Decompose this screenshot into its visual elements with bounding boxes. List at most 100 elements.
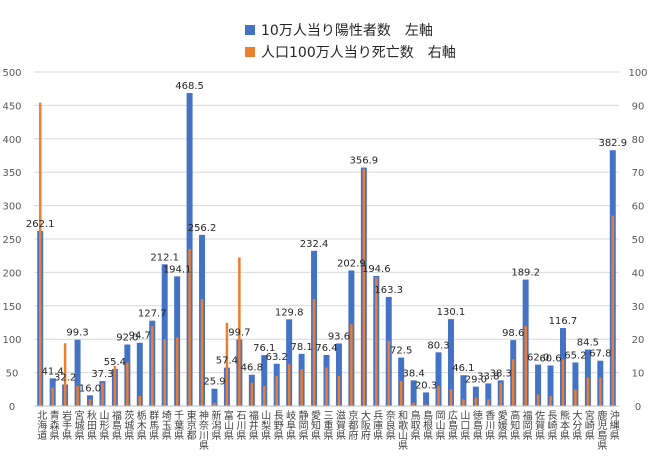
bar-positive-per-100k bbox=[435, 352, 442, 406]
y-left-tick-label: 100 bbox=[2, 335, 21, 346]
data-label: 94.7 bbox=[129, 331, 151, 342]
bar-deaths-per-1m bbox=[126, 362, 129, 406]
bar-deaths-per-1m bbox=[536, 394, 540, 406]
category-label: 奈良県 bbox=[383, 409, 395, 441]
bar-deaths-per-1m bbox=[549, 395, 552, 406]
legend-swatch-series1 bbox=[245, 25, 255, 35]
category-label: 青森県 bbox=[47, 409, 59, 441]
category-label: 福岡県 bbox=[520, 409, 532, 441]
data-label: 16.0 bbox=[79, 383, 101, 394]
bar-deaths-per-1m bbox=[499, 382, 502, 406]
data-label: 163.3 bbox=[374, 285, 403, 296]
category-label: 富山県 bbox=[221, 409, 233, 441]
category-label: 大分県 bbox=[570, 409, 582, 441]
category-label: 秋田県 bbox=[85, 409, 97, 441]
category-label: 京都府 bbox=[346, 409, 358, 441]
bar-deaths-per-1m bbox=[375, 277, 378, 406]
bar-deaths-per-1m bbox=[275, 375, 278, 406]
y-right-tick-label: 50 bbox=[632, 235, 645, 246]
legend-label-series2: 人口100万人当り死亡数 右軸 bbox=[261, 45, 456, 61]
bar-deaths-per-1m bbox=[524, 325, 527, 406]
data-label: 55.4 bbox=[104, 357, 126, 368]
data-label: 60.6 bbox=[539, 354, 561, 365]
bar-deaths-per-1m bbox=[487, 399, 490, 406]
data-label: 212.1 bbox=[150, 252, 179, 263]
bar-deaths-per-1m bbox=[287, 364, 291, 406]
y-left-tick-label: 50 bbox=[6, 369, 19, 380]
category-label: 静岡県 bbox=[296, 409, 308, 441]
data-label: 25.9 bbox=[203, 377, 225, 388]
data-label: 98.6 bbox=[502, 328, 524, 339]
bar-positive-per-100k bbox=[447, 319, 454, 406]
data-label: 92.0 bbox=[116, 333, 138, 344]
bar-positive-per-100k bbox=[485, 383, 492, 406]
category-label: 福井県 bbox=[246, 409, 258, 441]
category-label: 栃木県 bbox=[134, 409, 146, 441]
data-label: 93.6 bbox=[328, 331, 350, 342]
y-left-tick-label: 450 bbox=[2, 101, 21, 112]
category-label: 佐賀県 bbox=[533, 410, 545, 441]
data-label: 129.8 bbox=[275, 307, 304, 318]
data-label: 84.5 bbox=[577, 338, 599, 349]
data-label: 127.7 bbox=[138, 309, 167, 320]
y-left-tick-label: 150 bbox=[2, 302, 21, 313]
bar-deaths-per-1m bbox=[225, 322, 229, 406]
data-label: 32.2 bbox=[54, 372, 76, 383]
bar-deaths-per-1m bbox=[300, 369, 303, 406]
bar-deaths-per-1m bbox=[362, 168, 366, 406]
data-label: 37.3 bbox=[91, 369, 113, 380]
data-label: 99.3 bbox=[66, 328, 88, 339]
bar-deaths-per-1m bbox=[350, 324, 353, 406]
bar-deaths-per-1m bbox=[101, 382, 104, 406]
bar-deaths-per-1m bbox=[38, 102, 42, 406]
data-label: 33.8 bbox=[477, 371, 499, 382]
y-right-tick-label: 60 bbox=[632, 202, 645, 213]
data-label: 356.9 bbox=[350, 156, 379, 167]
bar-deaths-per-1m bbox=[387, 340, 390, 406]
bar-positive-per-100k bbox=[460, 375, 467, 406]
data-label: 202.9 bbox=[337, 258, 366, 269]
category-label: 埼玉県 bbox=[159, 409, 171, 441]
category-label: 岩手県 bbox=[60, 409, 72, 441]
data-label: 76.1 bbox=[253, 343, 275, 354]
category-label: 千葉県 bbox=[172, 410, 184, 441]
category-label: 神奈川県 bbox=[197, 409, 209, 451]
bar-deaths-per-1m bbox=[399, 380, 403, 406]
y-right-tick-label: 30 bbox=[632, 302, 645, 313]
bar-deaths-per-1m bbox=[511, 359, 515, 406]
bar-positive-per-100k bbox=[136, 342, 143, 406]
bar-deaths-per-1m bbox=[561, 359, 565, 406]
data-label: 65.2 bbox=[564, 350, 586, 361]
data-label: 130.1 bbox=[437, 307, 466, 318]
data-label: 116.7 bbox=[549, 316, 578, 327]
category-label: 山梨県 bbox=[259, 410, 271, 441]
bar-deaths-per-1m bbox=[574, 389, 577, 406]
bar-deaths-per-1m bbox=[611, 215, 615, 406]
bar-positive-per-100k bbox=[410, 380, 417, 406]
category-label: 鳥取県 bbox=[408, 409, 420, 441]
data-label: 189.2 bbox=[511, 268, 540, 279]
category-label: 鹿児島県 bbox=[595, 409, 607, 451]
category-label: 愛知県 bbox=[309, 409, 321, 441]
bar-deaths-per-1m bbox=[200, 299, 204, 406]
y-right-tick-label: 20 bbox=[632, 335, 645, 346]
bar-deaths-per-1m bbox=[238, 257, 241, 406]
category-label: 宮崎県 bbox=[582, 409, 594, 441]
bar-positive-per-100k bbox=[211, 388, 218, 406]
category-label: 大阪府 bbox=[358, 409, 370, 441]
bar-positive-per-100k bbox=[286, 319, 293, 406]
category-label: 福島県 bbox=[109, 409, 121, 441]
bar-deaths-per-1m bbox=[312, 299, 316, 406]
bar-positive-per-100k bbox=[74, 339, 81, 406]
category-label: 岐阜県 bbox=[284, 409, 296, 441]
category-label: 茨城県 bbox=[122, 409, 134, 441]
bar-deaths-per-1m bbox=[263, 385, 266, 406]
bar-deaths-per-1m bbox=[449, 389, 453, 406]
bar-positive-per-100k bbox=[472, 386, 479, 406]
data-label: 382.9 bbox=[598, 138, 627, 149]
category-label: 長野県 bbox=[271, 410, 283, 441]
bar-positive-per-100k bbox=[335, 343, 342, 406]
bar-positive-per-100k bbox=[161, 264, 168, 406]
y-right-tick-label: 40 bbox=[632, 268, 645, 279]
